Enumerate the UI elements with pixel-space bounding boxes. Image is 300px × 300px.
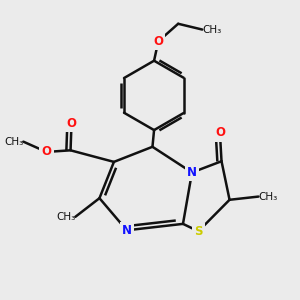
Text: N: N	[187, 166, 197, 179]
Text: O: O	[215, 127, 225, 140]
Text: O: O	[67, 116, 76, 130]
Text: CH₃: CH₃	[202, 25, 221, 34]
Text: S: S	[194, 225, 202, 238]
Text: CH₃: CH₃	[56, 212, 75, 222]
Text: N: N	[122, 224, 132, 237]
Text: O: O	[41, 146, 52, 158]
Text: CH₃: CH₃	[4, 136, 23, 147]
Text: CH₃: CH₃	[259, 192, 278, 202]
Text: O: O	[153, 35, 163, 48]
